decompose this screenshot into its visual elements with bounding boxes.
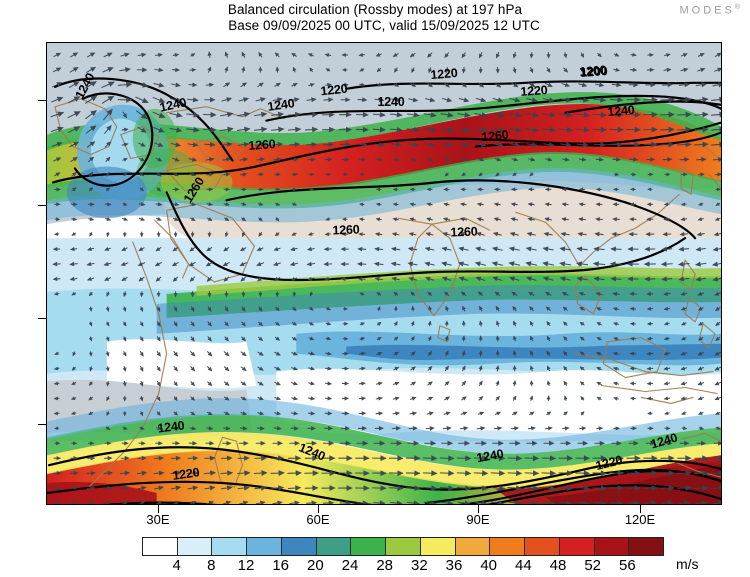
colorbar-tick-48: 48: [550, 557, 567, 574]
contour-label-1240-0: 1240: [72, 71, 97, 101]
chart-title-block: Balanced circulation (Rossby modes) at 1…: [0, 2, 750, 34]
colorbar-tick-44: 44: [515, 557, 532, 574]
colorbar-tick-28: 28: [376, 557, 393, 574]
colorbar-swatch-7: [386, 538, 421, 555]
colorbar-swatch-9: [456, 538, 491, 555]
chart-subtitle: Base 09/09/2025 00 UTC, valid 15/09/2025…: [0, 18, 750, 34]
contour-label-1240-16: 1240: [297, 440, 327, 463]
x-tick-mark-120E: [640, 505, 641, 513]
colorbar-tick-20: 20: [307, 557, 324, 574]
contour-label-1220-17: 1220: [172, 465, 201, 483]
contour-label-1240-1: 1240: [158, 95, 187, 114]
x-tick-mark-60E: [318, 505, 319, 513]
colorbar-tick-52: 52: [584, 557, 601, 574]
contour-label-1200-8: 1200: [580, 64, 608, 80]
colorbar-swatch-12: [560, 538, 595, 555]
contour-label-1220-6: 1220: [520, 83, 548, 99]
y-tick-mark-20S: [38, 424, 47, 425]
colorbar-swatch-2: [212, 538, 247, 555]
colorbar-tick-12: 12: [238, 557, 255, 574]
colorbar-tick-56: 56: [619, 557, 636, 574]
contour-label-1240-4: 1240: [377, 95, 404, 109]
contour-label-1260-12: 1260: [181, 175, 207, 205]
contour-label-1220-5: 1220: [430, 66, 458, 82]
contour-label-1240-18: 1240: [475, 447, 504, 465]
contour-label-1260-11: 1260: [481, 128, 509, 145]
colorbar-swatch-8: [421, 538, 456, 555]
colorbar-swatch-10: [490, 538, 525, 555]
colorbar-swatch-0: [143, 538, 178, 555]
colorbar-swatch-11: [525, 538, 560, 555]
colorbar-tick-36: 36: [446, 557, 463, 574]
page-title: Balanced circulation (Rossby modes) at 1…: [0, 2, 750, 18]
colorbar-unit-label: m/s: [676, 556, 699, 572]
x-tick-label-60E: 60E: [306, 512, 329, 527]
colorbar-swatch-4: [282, 538, 317, 555]
contour-label-1220-3: 1220: [320, 82, 348, 99]
x-tick-label-30E: 30E: [146, 512, 169, 527]
colorbar-tick-32: 32: [411, 557, 428, 574]
colorbar-tick-16: 16: [272, 557, 289, 574]
colorbar-tick-8: 8: [207, 557, 215, 574]
x-tick-mark-90E: [478, 505, 479, 513]
x-tick-mark-30E: [158, 505, 159, 513]
watermark-registered-icon: ®: [735, 4, 740, 11]
colorbar-swatch-1: [178, 538, 213, 555]
contour-label-1240-2: 1240: [267, 96, 296, 114]
modes-watermark: MODES®: [679, 4, 740, 17]
colorbar-tick-4: 4: [172, 557, 180, 574]
x-tick-label-90E: 90E: [466, 512, 489, 527]
contour-label-1260-14: 1260: [450, 225, 477, 240]
contour-label-1240-15: 1240: [157, 418, 186, 435]
y-tick-mark-0: [38, 318, 47, 319]
colorbar-swatch-3: [247, 538, 282, 555]
contour-label-1240-9: 1240: [607, 103, 635, 119]
colorbar-swatches: [142, 537, 664, 556]
y-tick-mark-20N: [38, 205, 47, 206]
contour-label-1260-13: 1260: [332, 223, 359, 238]
colorbar-tick-24: 24: [342, 557, 359, 574]
colorbar-tick-40: 40: [480, 557, 497, 574]
contour-label-1260-10: 1260: [248, 137, 276, 153]
colorbar-swatch-13: [595, 538, 630, 555]
colorbar-swatch-5: [317, 538, 352, 555]
y-tick-mark-40N: [38, 100, 47, 101]
contour-label-1240-20: 1240: [649, 431, 679, 452]
watermark-text: MODES: [679, 5, 734, 17]
colorbar-swatch-6: [351, 538, 386, 555]
contour-label-1220-19: 1220: [594, 453, 624, 473]
x-tick-label-120E: 120E: [625, 512, 655, 527]
colorbar-swatch-14: [629, 538, 663, 555]
